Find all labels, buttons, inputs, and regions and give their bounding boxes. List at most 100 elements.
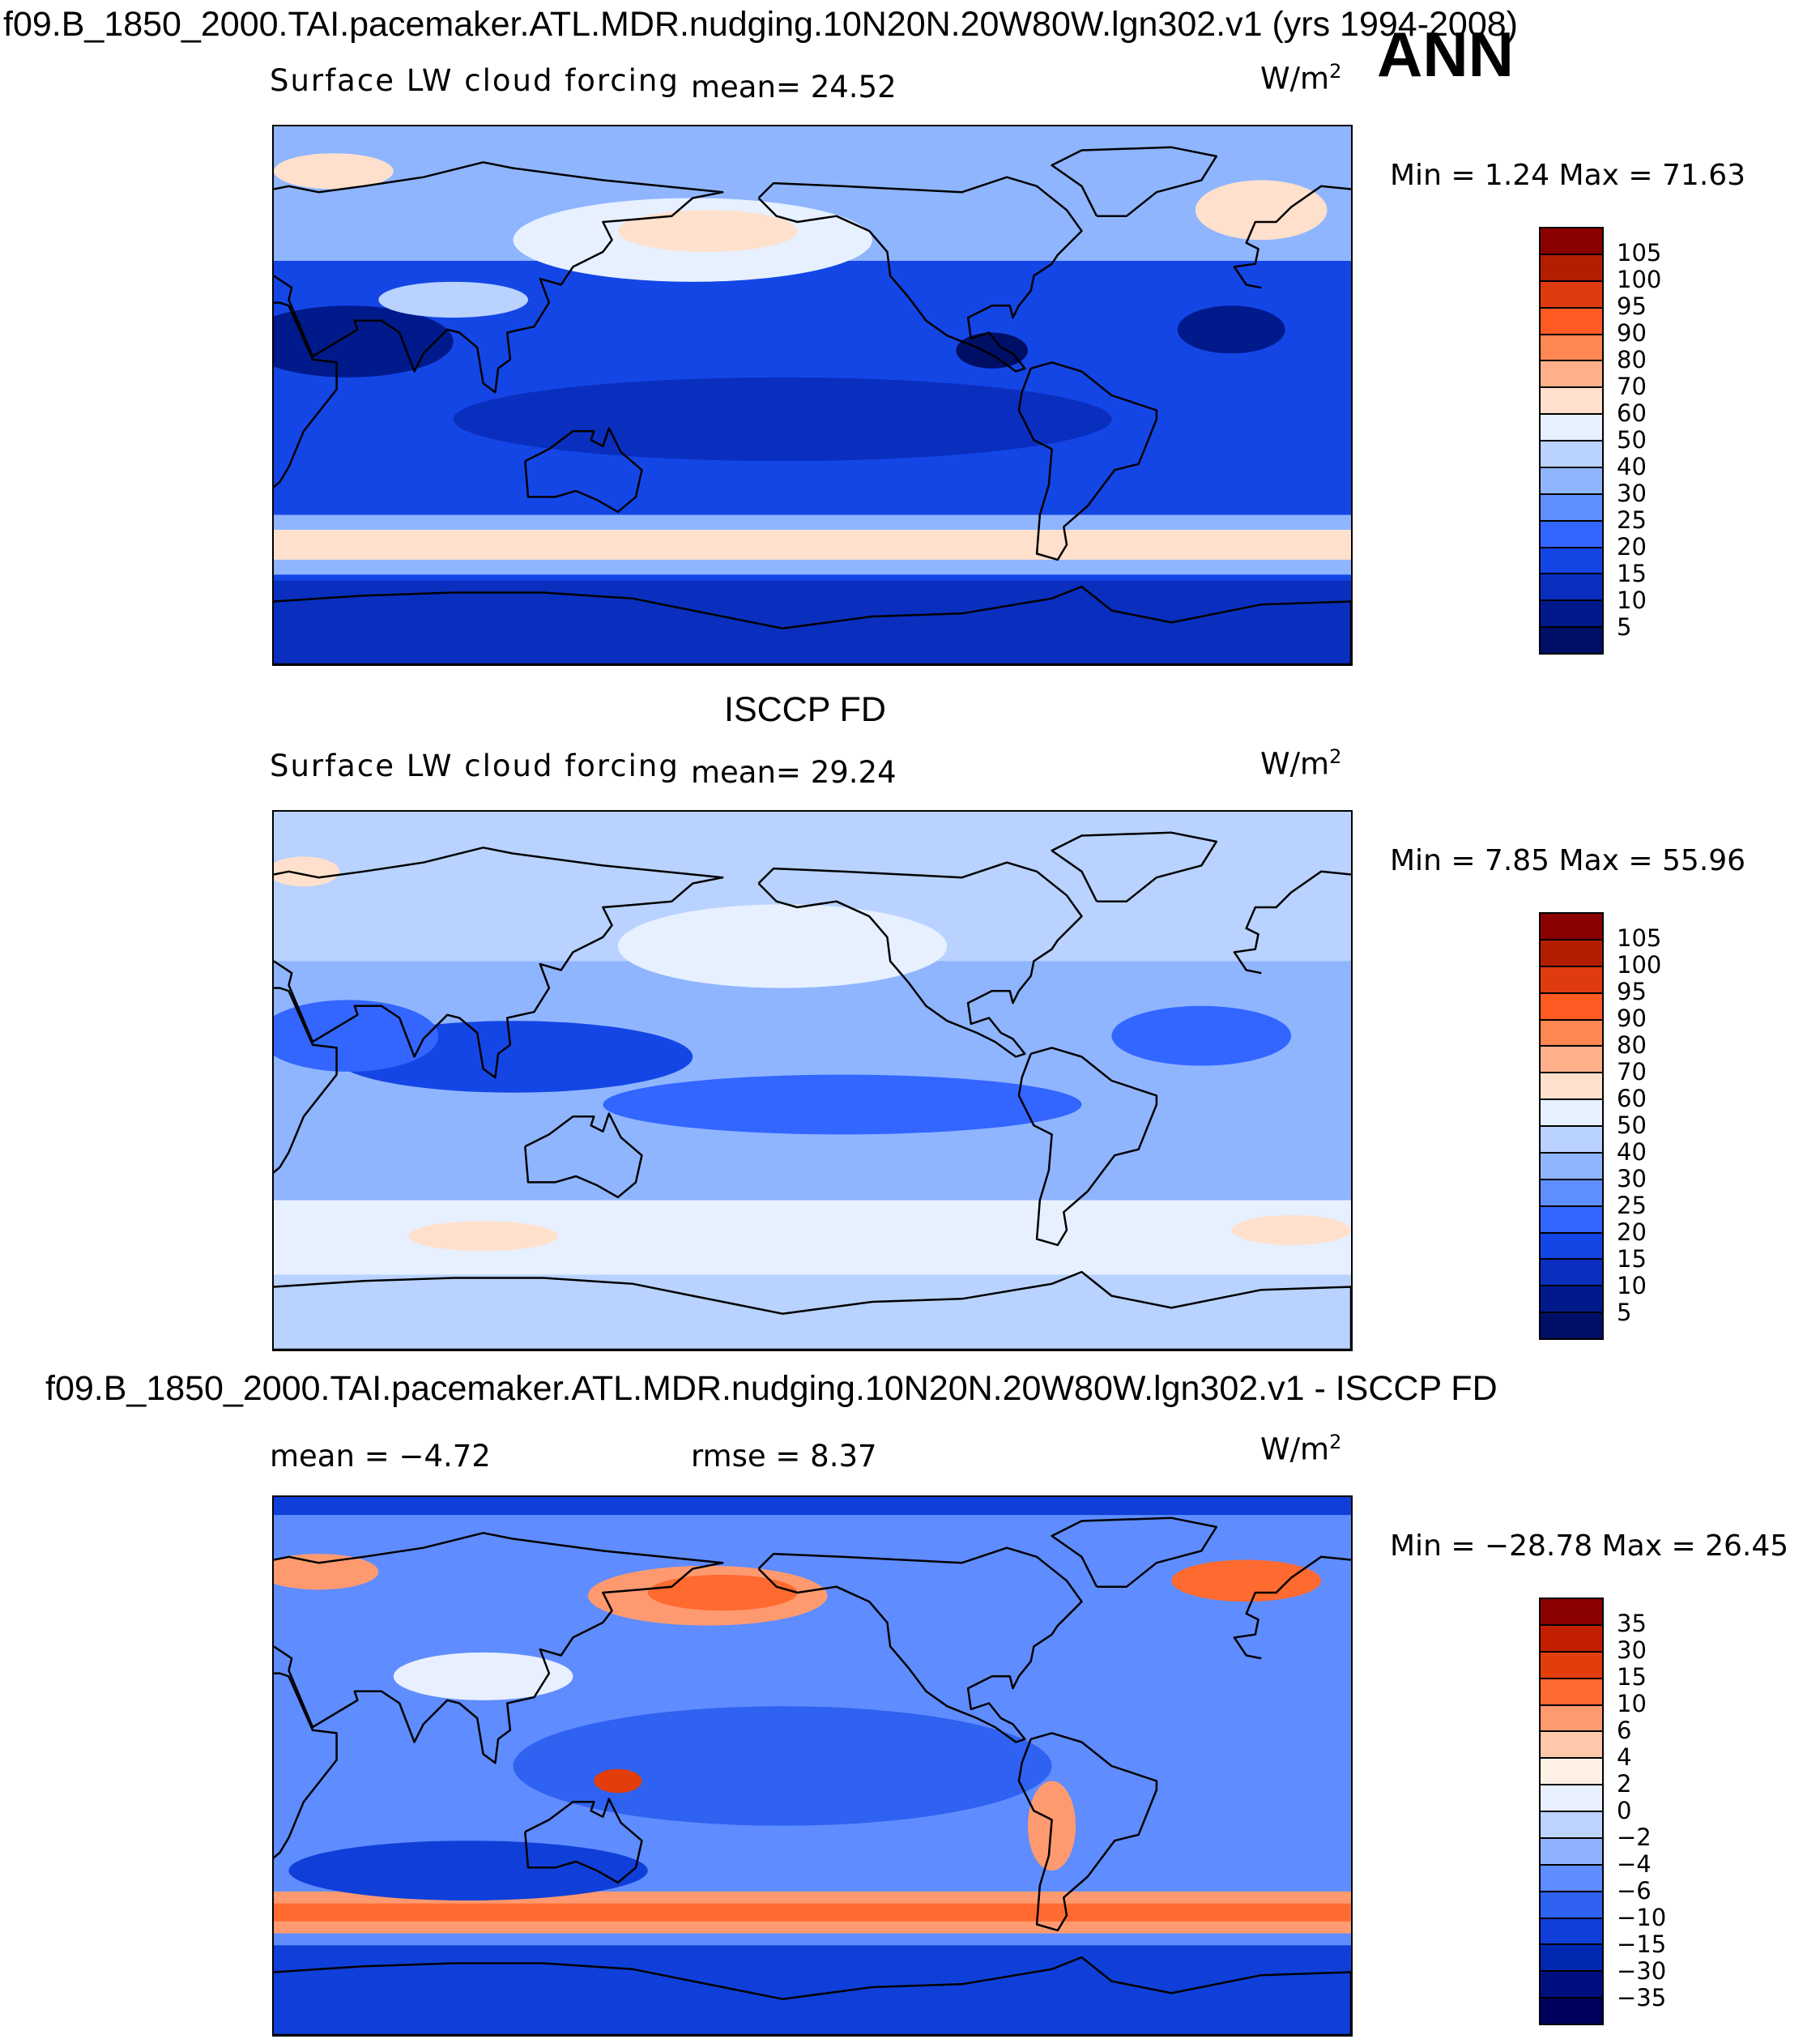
colorbar-swatch [1541, 1945, 1602, 1973]
colorbar-swatch [1541, 966, 1602, 994]
field-tibet [378, 281, 529, 318]
field-scandinavia-positive [274, 1554, 379, 1590]
colorbar-swatch [1541, 1233, 1602, 1261]
field-atlantic-dry [1177, 305, 1285, 354]
colorbar-swatch [1541, 467, 1602, 495]
colorbar-swatch [1541, 1153, 1602, 1180]
colorbar-label: 70 [1617, 1058, 1647, 1086]
s-america-coast [1017, 361, 1158, 561]
panel-heading: ISCCP FD [724, 690, 886, 729]
field-npacific-core [647, 1574, 798, 1611]
colorbar-label: 5 [1617, 613, 1632, 641]
australia-coast [524, 1112, 643, 1199]
africa-coast [274, 301, 338, 488]
field-mexico-dry [956, 332, 1028, 369]
map-obs [272, 810, 1353, 1351]
panel-variable-label: Surface LW cloud forcing [270, 749, 680, 783]
figure-title: f09.B_1850_2000.TAI.pacemaker.ATL.MDR.nu… [3, 5, 1518, 44]
field-natlantic-positive [1171, 1559, 1322, 1602]
colorbar-swatch [1541, 1625, 1602, 1653]
colorbar-label: 25 [1617, 1192, 1647, 1219]
colorbar-swatch [1541, 1679, 1602, 1706]
colorbar-label: 20 [1617, 533, 1647, 561]
colorbar-swatch [1541, 1998, 1602, 2024]
colorbar-label: 100 [1617, 266, 1662, 293]
panel-variable-label: Surface LW cloud forcing [270, 63, 680, 98]
panel-mean: mean = −4.72 [270, 1439, 491, 1474]
colorbar-label: 105 [1617, 239, 1662, 267]
colorbar-label: 40 [1617, 1138, 1647, 1166]
greenland-coast [1051, 1516, 1218, 1588]
colorbar-label: 2 [1617, 1770, 1632, 1798]
colorbar-swatch [1541, 1759, 1602, 1786]
map-diff [272, 1495, 1353, 2037]
colorbar-label: −2 [1617, 1824, 1652, 1851]
panel-mean: mean= 29.24 [691, 755, 897, 790]
units-base: W/m [1260, 1431, 1330, 1467]
colorbar-label: 10 [1617, 1272, 1647, 1299]
field-so-ne [1231, 1215, 1351, 1245]
colorbar-swatch [1541, 1652, 1602, 1679]
colorbar-swatch [1541, 388, 1602, 416]
colorbar-swatch [1541, 254, 1602, 282]
colorbar-label: 80 [1617, 346, 1647, 373]
s-america-coast [1017, 1732, 1158, 1932]
colorbar-swatch [1541, 1838, 1602, 1866]
colorbar-label: 80 [1617, 1031, 1647, 1059]
colorbar-swatch [1541, 1260, 1602, 1287]
panel-min-max: Min = 7.85 Max = 55.96 [1390, 844, 1746, 877]
field-asia-neutral [393, 1652, 573, 1700]
colorbar-label: 30 [1617, 1636, 1647, 1664]
greenland-coast [1051, 831, 1218, 902]
colorbar-swatch [1541, 628, 1602, 653]
panel-min-max: Min = 1.24 Max = 71.63 [1390, 159, 1746, 192]
colorbar-label: 0 [1617, 1797, 1632, 1824]
colorbar-swatch [1541, 1892, 1602, 1919]
panel-units: W/m2 [1260, 1431, 1341, 1466]
field-pacific-negative [513, 1706, 1052, 1826]
australia-coast [524, 1798, 643, 1884]
colorbar-swatch [1541, 441, 1602, 468]
colorbar-label: −35 [1617, 1984, 1667, 2011]
colorbar-swatch [1541, 1705, 1602, 1733]
colorbar-label: 25 [1617, 506, 1647, 534]
colorbar-swatch [1541, 1020, 1602, 1047]
europe-coast [1233, 870, 1351, 975]
colorbar-swatch [1541, 940, 1602, 967]
colorbar-label: 10 [1617, 587, 1647, 614]
colorbar-swatch [1541, 361, 1602, 389]
colorbar-swatch [1541, 574, 1602, 602]
colorbar-label: 10 [1617, 1690, 1647, 1717]
colorbar-swatch [1541, 1812, 1602, 1839]
colorbar-label: 15 [1617, 1663, 1647, 1691]
colorbar-swatch [1541, 1732, 1602, 1760]
field-band-north [274, 1497, 1351, 1516]
colorbar-diff [1539, 1598, 1604, 2025]
europe-coast [1233, 1555, 1351, 1660]
eurasia-coast [274, 1532, 724, 1764]
antarctica-coast [274, 1956, 1351, 2035]
colorbar-swatch [1541, 1918, 1602, 1946]
colorbar-swatch [1541, 993, 1602, 1021]
colorbar-label: 60 [1617, 399, 1647, 427]
field-sahara [274, 1000, 439, 1072]
colorbar-label: 95 [1617, 978, 1647, 1005]
colorbar-label: −15 [1617, 1930, 1667, 1958]
greenland-coast [1051, 146, 1218, 217]
colorbar-label: −30 [1617, 1957, 1667, 1985]
field-natlantic [1195, 180, 1328, 241]
colorbar-swatch [1541, 1206, 1602, 1234]
colorbar-label: 5 [1617, 1299, 1632, 1326]
colorbar-label: 60 [1617, 1085, 1647, 1112]
field-ng-positive [594, 1768, 642, 1794]
field-arctic-europe [274, 153, 394, 190]
field-band-antarctic [274, 1274, 1351, 1350]
colorbar-swatch [1541, 548, 1602, 575]
units-base: W/m [1260, 746, 1330, 782]
units-exponent: 2 [1329, 60, 1342, 83]
colorbar-swatch [1541, 601, 1602, 629]
colorbar-swatch [1541, 521, 1602, 548]
n-america-coast [757, 1546, 1083, 1743]
australia-coast [524, 427, 643, 514]
colorbar-swatch [1541, 1047, 1602, 1074]
